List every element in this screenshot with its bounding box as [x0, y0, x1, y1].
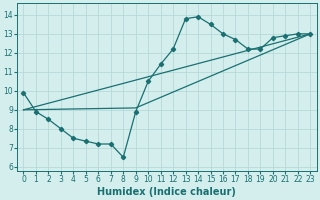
X-axis label: Humidex (Indice chaleur): Humidex (Indice chaleur) [98, 187, 236, 197]
